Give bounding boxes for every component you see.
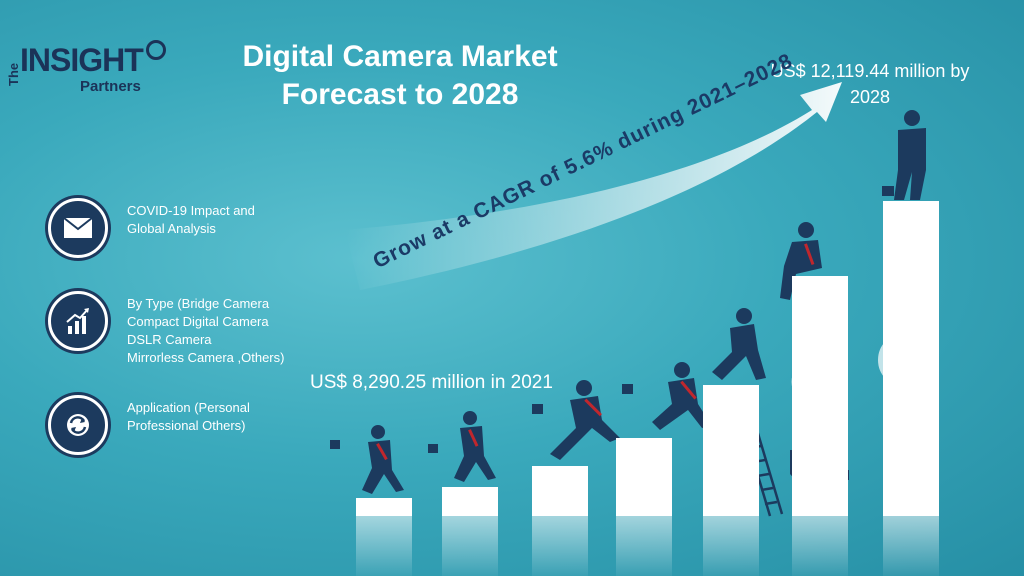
logo: The INSIGHT Partners <box>6 40 176 102</box>
value-2028: US$ 12,119.44 million by 2028 <box>740 58 1000 110</box>
feature-type-text: By Type (Bridge Camera Compact Digital C… <box>127 295 284 367</box>
cycle-arrows-icon <box>48 395 108 455</box>
value-2028-line-1: US$ 12,119.44 million by <box>770 61 970 81</box>
figure-3 <box>532 380 620 460</box>
step-reflection <box>356 516 412 576</box>
growth-chart-icon <box>48 291 108 351</box>
feature-line: Mirrorless Camera ,Others) <box>127 350 285 365</box>
step-reflection <box>883 516 939 576</box>
figure-5 <box>712 308 766 380</box>
feature-line: Global Analysis <box>127 221 216 236</box>
step-reflection <box>792 516 848 576</box>
feature-covid-text: COVID-19 Impact and Global Analysis <box>127 202 255 238</box>
step-reflection <box>703 516 759 576</box>
step-reflection <box>442 516 498 576</box>
logo-suffix: Partners <box>80 78 141 95</box>
step-1 <box>356 498 412 516</box>
logo-word: INSIGHT <box>20 42 144 78</box>
red-ties <box>376 243 815 461</box>
step-4 <box>616 438 672 516</box>
step-3 <box>532 466 588 516</box>
figure-7 <box>882 110 926 200</box>
page-title: Digital Camera Market Forecast to 2028 <box>210 38 590 114</box>
figure-1 <box>330 425 404 494</box>
step-7 <box>883 201 939 516</box>
feature-line: COVID-19 Impact and <box>127 203 255 218</box>
figure-6 <box>780 222 822 300</box>
business-figures <box>330 110 926 514</box>
figure-2 <box>428 411 496 482</box>
envelope-icon <box>48 198 108 258</box>
step-5 <box>703 385 759 516</box>
title-line-1: Digital Camera Market <box>242 40 558 73</box>
step-reflection <box>532 516 588 576</box>
feature-line: By Type (Bridge Camera <box>127 296 270 311</box>
feature-type: By Type (Bridge Camera Compact Digital C… <box>48 291 348 365</box>
step-reflection <box>616 516 672 576</box>
magnifier-icon <box>146 40 166 60</box>
feature-application: Application (Personal Professional Other… <box>48 395 348 465</box>
feature-covid: COVID-19 Impact and Global Analysis <box>48 198 348 268</box>
title-line-2: Forecast to 2028 <box>281 78 519 111</box>
feature-line: Application (Personal <box>127 400 250 415</box>
step-2 <box>442 487 498 516</box>
feature-line: Compact Digital Camera <box>127 314 269 329</box>
step-6 <box>792 276 848 516</box>
feature-line: DSLR Camera <box>127 332 212 347</box>
figure-4 <box>622 362 712 430</box>
feature-line: Professional Others) <box>127 418 246 433</box>
value-2028-line-2: 2028 <box>849 87 891 107</box>
growth-arrow <box>345 82 842 290</box>
feature-application-text: Application (Personal Professional Other… <box>127 399 250 435</box>
value-2021: US$ 8,290.25 million in 2021 <box>310 372 553 393</box>
